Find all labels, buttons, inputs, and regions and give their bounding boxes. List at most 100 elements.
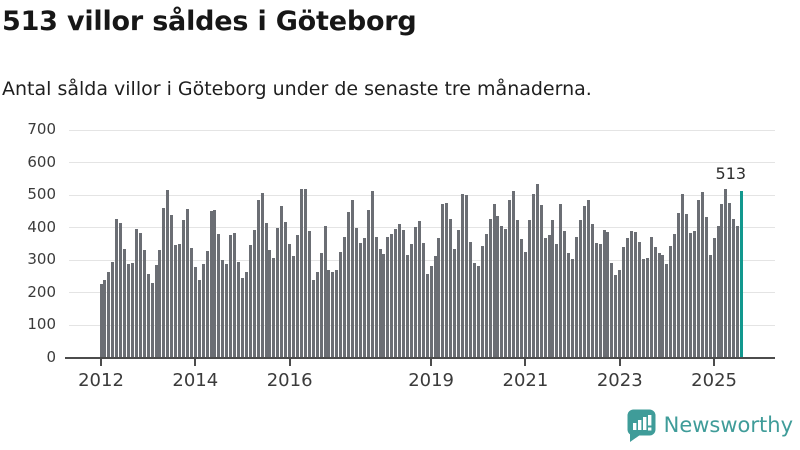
bar [299,188,303,358]
bar [543,237,547,358]
bar [669,246,673,358]
bar [335,269,339,358]
bar [264,222,268,358]
bar [606,231,610,358]
bar [732,218,736,358]
bar [406,255,410,358]
bar [248,245,252,358]
bar [488,218,492,358]
highlight-value-label: 513 [715,163,747,183]
gridline [69,129,775,131]
gridline [69,194,775,196]
x-axis-tick [618,359,621,366]
bar [284,221,288,358]
bar [531,193,535,358]
bar [209,210,213,358]
x-axis-tick-label: 2016 [266,370,313,391]
bar [527,219,531,358]
x-axis-tick [430,359,433,366]
bar [205,250,209,358]
bar [417,220,421,358]
gridline [69,227,775,229]
bar [260,192,264,358]
bar [197,279,201,358]
bar [382,253,386,358]
bar [229,235,233,358]
bar [665,264,669,358]
bar [508,200,512,358]
bar [578,219,582,358]
bar [692,230,696,358]
bar [685,214,689,358]
bar [268,250,272,358]
x-axis-tick [194,359,197,366]
x-axis-line [65,357,775,359]
x-axis-tick-label: 2019 [408,370,455,391]
x-axis-tick-label: 2025 [691,370,737,391]
highlighted-bar [740,190,744,358]
y-axis-tick-label: 100 [27,315,56,334]
bar [567,253,571,358]
bar [500,226,504,358]
bar [142,249,146,358]
newsworthy-speech-bubble-chart-icon [626,408,657,442]
bar [398,224,402,358]
bar [630,230,634,358]
bar [166,190,170,358]
bar [174,245,178,358]
bar [586,200,590,358]
bar [354,227,358,358]
bar [374,236,378,358]
bar [272,257,276,358]
bar [343,236,347,358]
bar [244,272,248,358]
bar [716,226,720,358]
x-axis-tick-label: 2021 [502,370,549,391]
bar [641,258,645,358]
bar [296,235,299,358]
bar [185,209,189,358]
bar [657,253,661,358]
bar [677,213,681,358]
bar [390,233,394,358]
bar [661,255,665,358]
bar [413,227,417,358]
bar [720,204,724,358]
bar [288,244,292,358]
bar [154,264,158,358]
bar [221,259,225,358]
bar [484,233,488,358]
bar [103,279,107,358]
bar [327,270,331,358]
bar [637,242,641,358]
bar [708,255,712,358]
x-axis-tick [100,359,102,366]
bar [575,236,579,358]
bar [433,256,437,358]
bar [182,220,186,358]
bar [339,252,343,358]
bar [614,275,618,358]
bar [178,244,182,358]
bar [724,188,728,358]
bar [362,237,366,358]
bar [520,238,523,358]
bar [653,246,657,358]
brand-name: Newsworthy [663,413,793,437]
bar [347,212,351,358]
bar [712,237,716,358]
bar [252,230,256,358]
bar [704,216,708,358]
bar [480,246,484,358]
bar [366,210,370,358]
bar [673,233,677,358]
bar [409,244,413,358]
bar [472,262,476,358]
bar [99,283,103,358]
bar [150,282,154,358]
bar [602,230,606,358]
bar [331,271,335,358]
bar [736,226,740,358]
